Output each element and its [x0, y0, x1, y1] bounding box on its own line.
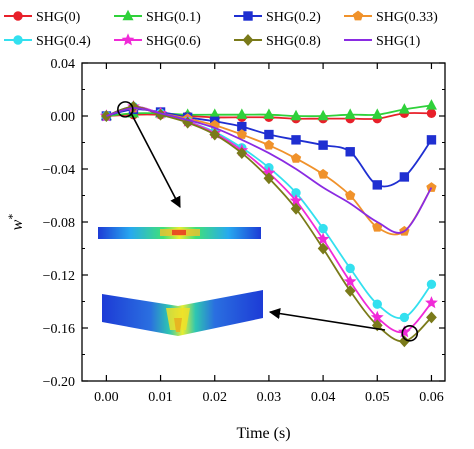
- y-tick-label-6: −0.20: [43, 375, 75, 390]
- legend-label-4: SHG(0.4): [36, 34, 91, 49]
- data-point-1-10: [371, 108, 383, 119]
- data-point-1-11: [398, 103, 410, 114]
- series-1: [100, 99, 437, 121]
- data-point-5-12: [425, 296, 438, 309]
- series-layer: [100, 99, 438, 348]
- legend-entry-0: SHG(0): [4, 10, 81, 25]
- legend: SHG(0) SHG(0.1) SHG(0.2) SHG(0.33) SHG(0.4) S…: [4, 9, 438, 49]
- plot-area: [98, 99, 438, 348]
- x-tick-label-5: 0.05: [365, 390, 390, 405]
- x-tick-label-6: 0.06: [419, 390, 444, 405]
- legend-swatch-marker-4: [13, 35, 23, 45]
- legend-entry-7: SHG(1): [344, 34, 421, 49]
- data-point-6-8: [317, 242, 329, 255]
- x-tick-label-2: 0.02: [202, 390, 227, 405]
- legend-swatch-marker-6: [242, 34, 254, 46]
- data-point-1-6: [263, 108, 275, 119]
- data-point-2-12: [426, 135, 437, 145]
- data-point-5-9: [343, 274, 357, 288]
- x-axis-label: Time (s): [236, 425, 290, 442]
- data-point-2-8: [318, 140, 328, 150]
- data-point-3-12: [426, 182, 437, 192]
- data-point-6-4: [209, 128, 221, 141]
- annotation-layer: [117, 101, 419, 342]
- data-point-1-12: [425, 99, 437, 110]
- deformation-inset-flat: [98, 227, 261, 239]
- x-tick-label-0: 0.00: [94, 390, 119, 405]
- x-tick-label-3: 0.03: [257, 390, 282, 405]
- legend-swatch-marker-3: [352, 10, 364, 21]
- data-point-4-9: [345, 263, 355, 274]
- data-point-4-10: [372, 299, 382, 309]
- data-point-2-6: [264, 129, 274, 140]
- data-point-3-9: [345, 190, 356, 200]
- data-point-0-12: [426, 108, 437, 119]
- series-line-7: [106, 107, 433, 234]
- y-tick-label-3: −0.08: [43, 216, 75, 231]
- legend-entry-6: SHG(0.8): [234, 34, 321, 49]
- data-point-6-11: [398, 335, 410, 348]
- legend-label-6: SHG(0.8): [266, 34, 321, 49]
- data-point-1-9: [344, 108, 356, 119]
- deformation-inset-v: [102, 290, 263, 336]
- data-point-3-7: [290, 152, 302, 163]
- y-axis-label: w*: [5, 214, 26, 231]
- data-point-6-5: [236, 147, 248, 160]
- legend-label-5: SHG(0.6): [146, 34, 201, 49]
- x-tick-label-1: 0.01: [148, 390, 173, 405]
- data-point-6-9: [344, 284, 356, 297]
- y-axis-label-main: w: [9, 219, 26, 230]
- legend-label-0: SHG(0): [36, 10, 81, 25]
- legend-swatch-marker-0: [13, 11, 23, 21]
- annotation-arrow-1: [268, 308, 386, 331]
- legend-entry-1: SHG(0.1): [114, 9, 201, 25]
- y-axis-label-sup: *: [5, 214, 19, 220]
- legend-entry-2: SHG(0.2): [234, 10, 321, 25]
- y-tick-label-1: 0.00: [51, 110, 76, 125]
- data-point-6-7: [290, 202, 302, 215]
- annotation-circle-0: [117, 101, 134, 118]
- data-point-1-8: [317, 109, 329, 121]
- series-6: [101, 100, 437, 348]
- legend-swatch-marker-1: [122, 9, 134, 21]
- legend-entry-3: SHG(0.33): [344, 10, 438, 25]
- y-tick-label-2: −0.04: [43, 163, 75, 178]
- annotation-circle-1: [401, 324, 419, 342]
- legend-label-2: SHG(0.2): [266, 10, 321, 25]
- data-point-1-7: [290, 109, 302, 121]
- legend-entry-4: SHG(0.4): [4, 34, 91, 49]
- data-point-2-7: [291, 135, 301, 145]
- x-tick-label-4: 0.04: [311, 390, 336, 405]
- legend-label-3: SHG(0.33): [376, 10, 438, 25]
- y-tick-label-0: 0.04: [51, 57, 76, 72]
- deformation-insets: [98, 227, 263, 336]
- annotation-arrow-0: [130, 112, 181, 208]
- data-point-3-5: [236, 129, 247, 139]
- y-tick-label-4: −0.12: [43, 269, 75, 284]
- data-point-2-9: [345, 147, 355, 157]
- legend-label-7: SHG(1): [376, 34, 421, 49]
- data-point-4-12: [426, 279, 437, 289]
- legend-label-1: SHG(0.1): [146, 10, 201, 25]
- data-point-3-8: [317, 168, 329, 179]
- data-point-2-10: [372, 180, 382, 190]
- data-point-1-5: [236, 108, 248, 119]
- y-tick-label-5: −0.16: [43, 322, 75, 337]
- data-point-6-6: [263, 172, 275, 185]
- legend-entry-5: SHG(0.6): [114, 33, 201, 49]
- series-7: [106, 107, 433, 234]
- data-point-4-11: [399, 312, 410, 323]
- legend-swatch-marker-2: [243, 11, 253, 21]
- data-point-6-12: [426, 311, 437, 324]
- data-point-3-6: [263, 139, 275, 150]
- data-point-4-8: [318, 223, 328, 234]
- data-point-5-8: [316, 232, 330, 245]
- axes: 0.00 0.01 0.02 0.03 0.04 0.05 0.06 0.04 0.00 −0.0…: [5, 57, 446, 442]
- legend-swatch-marker-5: [121, 33, 135, 46]
- data-point-2-11: [399, 172, 410, 182]
